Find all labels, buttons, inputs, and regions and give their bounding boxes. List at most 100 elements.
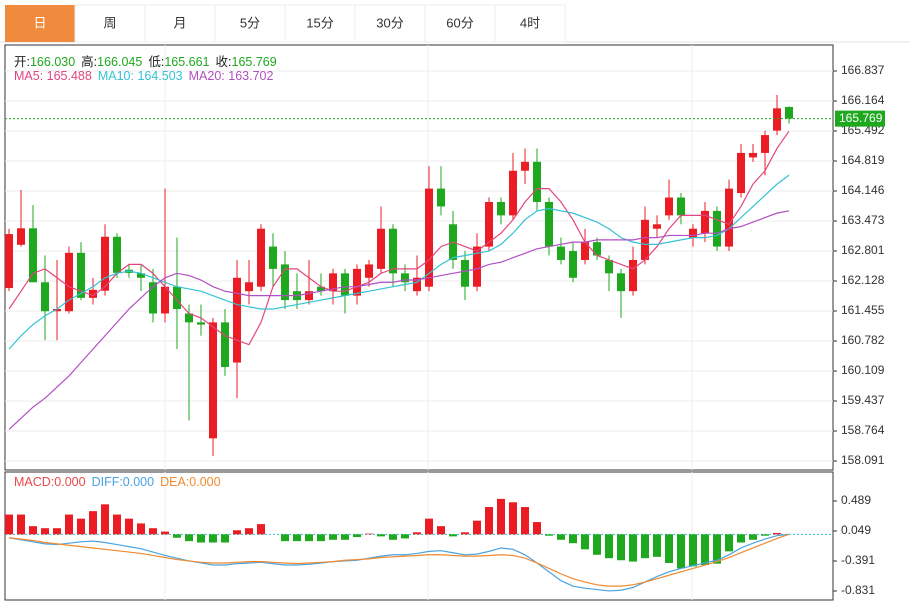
candle-body xyxy=(341,273,349,296)
macd-bar xyxy=(89,511,97,535)
y-tick-label: 166.164 xyxy=(841,93,885,107)
ohlc-legend: 开:166.030 高:166.045 低:165.661 收:165.769 xyxy=(14,51,283,70)
macd-legend: MACD:0.000 DIFF:0.000 DEA:0.000 xyxy=(14,475,227,489)
tab-label: 4时 xyxy=(520,15,540,30)
macd-bar xyxy=(485,507,493,535)
tab-label: 60分 xyxy=(446,15,473,30)
macd-bar xyxy=(233,530,241,535)
candle-body xyxy=(113,236,121,273)
last-price-label: 165.769 xyxy=(839,111,883,125)
candle-body xyxy=(581,242,589,260)
info-label: 高: xyxy=(81,55,98,69)
macd-bar xyxy=(41,528,49,535)
y-tick-label: 165.492 xyxy=(841,123,885,137)
macd-bar xyxy=(509,502,517,535)
macd-bar xyxy=(425,518,433,535)
candle-body xyxy=(89,289,97,298)
macd-legend-entry: MACD:0.000 xyxy=(14,475,86,489)
candle-body xyxy=(737,152,745,194)
macd-bar xyxy=(149,528,157,535)
candle-body xyxy=(269,246,277,269)
tab[interactable]: 月 xyxy=(144,4,216,43)
y-tick-label: -0.831 xyxy=(841,583,875,597)
candle-body xyxy=(749,152,757,158)
info-value: 165.769 xyxy=(231,55,277,69)
macd-bar xyxy=(665,534,673,563)
macd-bar xyxy=(137,523,145,535)
y-tick-label: 158.091 xyxy=(841,453,885,467)
macd-bar xyxy=(605,534,613,559)
candle-body xyxy=(29,228,37,283)
info-label: 收: xyxy=(215,55,232,69)
tab[interactable]: 30分 xyxy=(354,4,426,43)
macd-bar xyxy=(17,514,25,535)
candle-body xyxy=(257,228,265,287)
macd-bar xyxy=(389,534,397,540)
candle-body xyxy=(557,246,565,260)
macd-bar xyxy=(101,504,109,535)
macd-bar xyxy=(761,534,769,536)
candle-body xyxy=(653,224,661,229)
ma-legend: MA5: 165.488 MA10: 164.503 MA20: 163.702 xyxy=(14,69,279,83)
candle-body xyxy=(17,228,25,245)
tab[interactable]: 4时 xyxy=(494,4,566,43)
candle-body xyxy=(137,273,145,278)
macd-bar xyxy=(401,534,409,539)
macd-bar xyxy=(713,534,721,564)
ma-legend-entry: MA5: 165.488 xyxy=(14,69,92,83)
candle-body xyxy=(689,228,697,238)
macd-bar xyxy=(341,534,349,540)
macd-bar xyxy=(737,534,745,543)
candle-body xyxy=(725,188,733,247)
macd-bar xyxy=(65,514,73,535)
candle-body xyxy=(365,264,373,278)
candle-body xyxy=(509,170,517,216)
tab[interactable]: 5分 xyxy=(214,4,286,43)
macd-bar xyxy=(77,518,85,535)
info-value: 166.045 xyxy=(97,55,143,69)
tab-bg xyxy=(74,4,146,43)
candle-body xyxy=(101,236,109,291)
tab[interactable]: 60分 xyxy=(424,4,496,43)
macd-bar xyxy=(629,534,637,562)
macd-bar xyxy=(497,498,505,535)
y-tick-label: 160.109 xyxy=(841,363,885,377)
info-label: 低: xyxy=(148,55,165,69)
tab[interactable]: 周 xyxy=(74,4,146,43)
candle-body xyxy=(77,252,85,298)
y-tick-label: 159.437 xyxy=(841,393,885,407)
macd-bar xyxy=(473,520,481,535)
macd-bar xyxy=(449,534,457,537)
candle-body xyxy=(389,228,397,274)
y-tick-label: 0.489 xyxy=(841,493,871,507)
macd-bar xyxy=(437,526,445,535)
macd-bar xyxy=(185,534,193,542)
y-tick-label: 163.473 xyxy=(841,213,885,227)
macd-bar xyxy=(725,534,733,552)
ma-legend-entry: MA10: 164.503 xyxy=(97,69,183,83)
macd-bar xyxy=(677,534,685,569)
macd-bar xyxy=(209,534,217,543)
candle-body xyxy=(761,135,769,153)
macd-bar xyxy=(113,514,121,535)
tab[interactable]: 15分 xyxy=(284,4,356,43)
candle-body xyxy=(677,197,685,216)
candle-body xyxy=(173,286,181,310)
candle-body xyxy=(437,188,445,207)
candle-body xyxy=(785,106,793,119)
tab-label: 日 xyxy=(33,15,46,30)
tab-bg xyxy=(144,4,216,43)
tab[interactable]: 日 xyxy=(5,5,75,42)
tab-bg xyxy=(494,4,566,43)
tab-bg xyxy=(214,4,286,43)
tab-label: 5分 xyxy=(240,15,260,30)
macd-bar xyxy=(245,528,253,535)
macd-bar xyxy=(329,534,337,540)
candle-body xyxy=(617,273,625,292)
macd-bar xyxy=(5,514,13,535)
y-tick-label: 161.455 xyxy=(841,303,885,317)
candle-body xyxy=(41,282,49,312)
y-tick-label: 164.146 xyxy=(841,183,885,197)
y-tick-label: 166.837 xyxy=(841,63,885,77)
